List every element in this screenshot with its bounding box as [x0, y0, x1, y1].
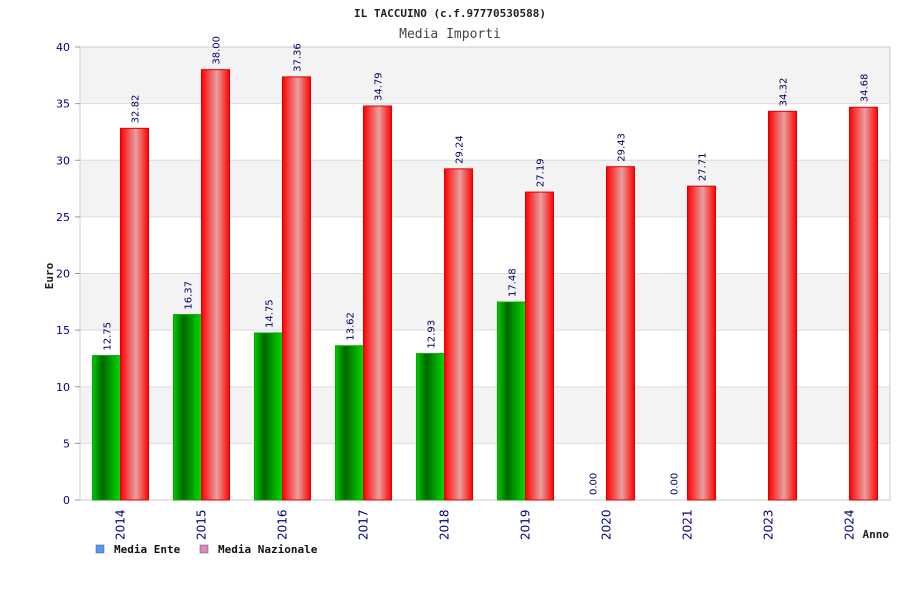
bar-media-nazionale — [525, 191, 554, 501]
bar-media-ente — [92, 355, 121, 501]
x-tick-label: 2014 — [114, 509, 128, 540]
data-label: 13.62 — [346, 312, 357, 341]
x-tick-label: 2023 — [762, 509, 776, 540]
bar-media-ente — [416, 353, 445, 501]
bar-media-ente — [173, 314, 202, 501]
y-tick-label: 5 — [63, 437, 70, 450]
y-tick-label: 10 — [56, 381, 70, 394]
x-tick-label: 2021 — [681, 509, 695, 540]
data-label: 34.68 — [860, 74, 871, 103]
data-label: 38.00 — [212, 36, 223, 65]
y-tick-label: 35 — [56, 98, 70, 111]
bar-media-nazionale — [282, 76, 311, 501]
x-tick-label: 2015 — [195, 509, 209, 540]
x-tick-label: 2018 — [438, 509, 452, 540]
legend-label: Media Ente — [114, 543, 181, 556]
data-label: 27.71 — [698, 153, 709, 182]
x-tick-label: 2024 — [843, 509, 857, 540]
data-label: 27.19 — [536, 158, 547, 187]
legend-label: Media Nazionale — [218, 543, 318, 556]
x-axis-label: Anno — [863, 528, 890, 541]
y-tick-label: 30 — [56, 154, 70, 167]
x-axis-ticks: 2014 2015 2016 2017 2018 2019 2020 2021 2023 2024 — [114, 509, 857, 540]
data-label: 0.00 — [589, 473, 600, 495]
chart-title: IL TACCUINO (c.f.97770530588) — [354, 7, 546, 20]
y-tick-label: 40 — [56, 41, 70, 54]
bar-media-nazionale — [768, 110, 797, 501]
bars — [92, 69, 878, 501]
data-label: 14.75 — [265, 299, 276, 328]
y-axis-label: Euro — [43, 262, 56, 289]
data-label: 0.00 — [670, 473, 681, 495]
bar-media-nazionale — [687, 185, 716, 501]
x-tick-label: 2020 — [600, 509, 614, 540]
x-tick-label: 2019 — [519, 509, 533, 540]
x-tick-label: 2016 — [276, 509, 290, 540]
data-label: 32.82 — [131, 95, 142, 124]
bar-media-nazionale — [363, 105, 392, 501]
data-label: 34.79 — [374, 72, 385, 101]
data-label: 29.24 — [455, 135, 466, 164]
bar-media-nazionale — [849, 106, 878, 501]
data-label: 16.37 — [184, 281, 195, 310]
y-tick-label: 25 — [56, 211, 70, 224]
data-label: 37.36 — [293, 43, 304, 72]
bar-media-nazionale — [120, 127, 149, 501]
y-axis-ticks: 0 5 10 15 20 25 30 35 40 — [56, 41, 80, 507]
data-label: 29.43 — [617, 133, 628, 162]
bar-media-ente — [497, 301, 526, 501]
data-label: 12.75 — [103, 322, 114, 351]
bar-media-ente — [335, 345, 364, 501]
bar-media-nazionale — [201, 69, 230, 501]
y-tick-label: 20 — [56, 268, 70, 281]
data-labels: 12.75 32.82 16.37 38.00 14.75 37.36 13.62 34.79… — [103, 36, 871, 495]
legend-swatch — [199, 544, 209, 554]
legend: Media Ente Media Nazionale — [95, 543, 318, 556]
data-label: 12.93 — [427, 320, 438, 349]
y-tick-label: 0 — [63, 494, 70, 507]
y-tick-label: 15 — [56, 324, 70, 337]
x-tick-label: 2017 — [357, 509, 371, 540]
data-label: 17.48 — [508, 268, 519, 297]
bar-media-ente — [254, 332, 283, 501]
data-label: 34.32 — [779, 78, 790, 107]
chart-subtitle: Media Importi — [399, 27, 501, 42]
legend-swatch — [95, 544, 105, 554]
bar-media-nazionale — [444, 168, 473, 501]
bar-media-nazionale — [606, 166, 635, 501]
